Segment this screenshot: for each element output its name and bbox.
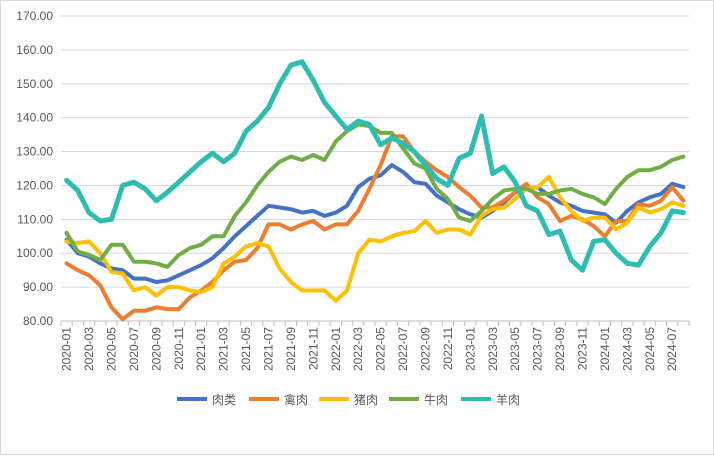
series-lines — [64, 59, 686, 322]
x-tick-label: 2020-07 — [127, 327, 141, 371]
legend-label: 羊肉 — [496, 392, 520, 407]
y-tick-label: 120.00 — [16, 178, 53, 192]
legend-item: 禽肉 — [249, 392, 308, 407]
legend-item: 肉类 — [177, 393, 236, 407]
x-tick-label: 2022-01 — [329, 327, 343, 371]
x-tick-label: 2023-01 — [463, 327, 477, 371]
y-tick-label: 90.00 — [23, 280, 53, 294]
x-tick-label: 2023-07 — [531, 327, 545, 371]
legend-label: 猪肉 — [354, 393, 378, 407]
series-line-5 — [64, 59, 686, 273]
x-tick-label: 2022-09 — [418, 327, 432, 371]
legend-item: 羊肉 — [461, 392, 520, 407]
x-tick-label: 2023-09 — [553, 327, 567, 371]
x-tick-label: 2024-05 — [643, 327, 657, 371]
y-tick-label: 110.00 — [17, 212, 53, 226]
legend-item: 牛肉 — [389, 392, 448, 407]
gridlines — [61, 15, 689, 322]
y-tick-label: 80.00 — [23, 314, 53, 328]
legend-label: 牛肉 — [424, 392, 448, 407]
x-tick-label: 2022-11 — [441, 327, 455, 370]
y-tick-label: 130.00 — [16, 145, 53, 159]
x-tick-label: 2024-01 — [598, 327, 612, 371]
y-tick-label: 100.00 — [16, 246, 53, 260]
x-tick-label: 2022-07 — [396, 327, 410, 371]
legend: 肉类 禽肉 猪肉 牛肉 羊肉 — [177, 392, 520, 407]
x-tick-label: 2021-03 — [217, 327, 231, 371]
series-line-3 — [64, 175, 686, 303]
x-tick-label: 2020-03 — [82, 327, 96, 371]
x-tick-label: 2023-11 — [575, 327, 589, 370]
x-tick-label: 2022-03 — [351, 327, 365, 371]
y-tick-label: 140.00 — [16, 111, 53, 125]
legend-label: 禽肉 — [284, 392, 308, 407]
x-tick-label: 2020-05 — [104, 327, 118, 371]
x-tick-label: 2020-01 — [60, 327, 74, 371]
legend-item: 猪肉 — [319, 393, 378, 407]
y-tick-label: 160.00 — [16, 43, 53, 57]
y-tick-label: 170.00 — [16, 9, 53, 23]
y-axis-labels: 80.00 90.00 100.00 110.00 120.00 130.00 140.00… — [16, 9, 53, 328]
x-tick-label: 2021-01 — [194, 327, 208, 371]
x-tick-label: 2021-07 — [261, 327, 275, 371]
x-tick-label: 2021-09 — [284, 327, 298, 371]
x-tick-label: 2022-05 — [374, 327, 388, 371]
x-tick-label: 2021-05 — [239, 327, 253, 371]
x-axis: 2020-01 2020-03 2020-05 2020-07 2020-09 2020-… — [60, 321, 690, 371]
y-tick-label: 150.00 — [16, 77, 53, 91]
x-tick-label: 2024-03 — [620, 327, 634, 371]
x-tick-label: 2023-03 — [486, 327, 500, 371]
x-tick-label: 2021-11 — [306, 327, 320, 370]
legend-label: 肉类 — [212, 393, 236, 407]
x-tick-label: 2020-09 — [149, 327, 163, 371]
x-tick-label: 2023-05 — [508, 327, 522, 371]
x-tick-label: 2020-11 — [172, 327, 186, 370]
x-tick-label: 2024-07 — [665, 327, 679, 371]
